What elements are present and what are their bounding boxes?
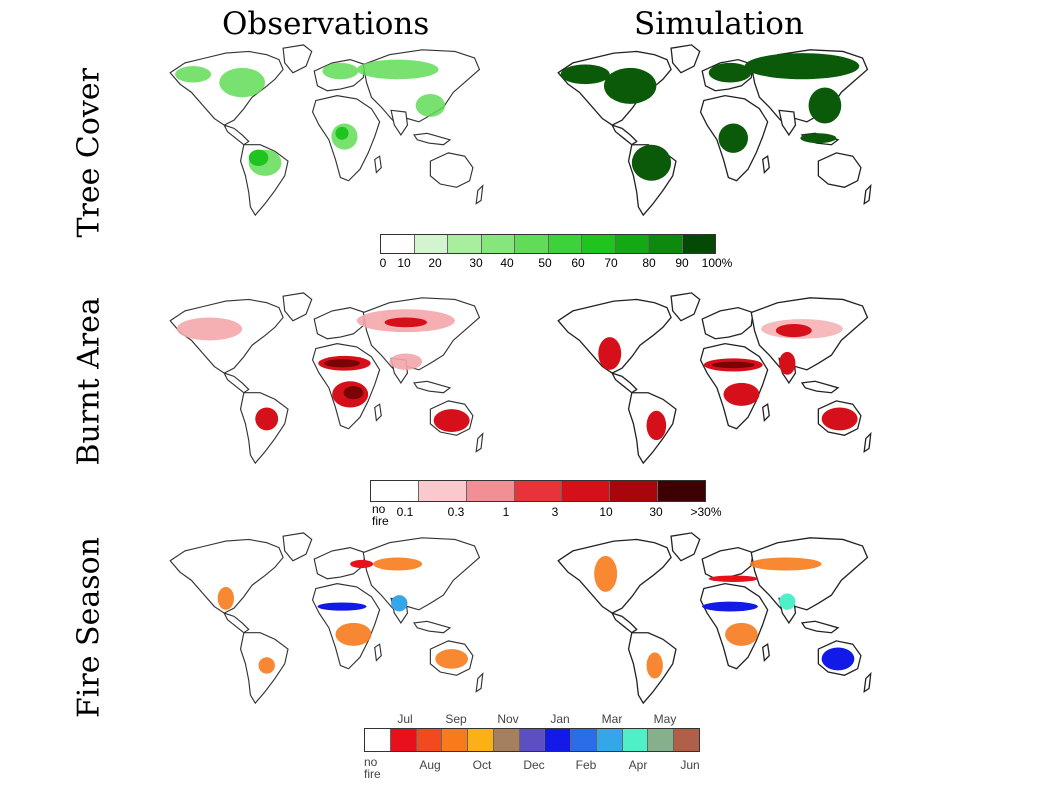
row-title-tree-cover: Tree Cover (71, 68, 107, 238)
tree-swatch (381, 235, 414, 253)
tree-tick: 100% (701, 256, 733, 270)
season-swatch (544, 729, 571, 751)
tree-swatch (648, 235, 682, 253)
tree-swatch (480, 235, 514, 253)
tree-tick: 20 (428, 256, 442, 270)
season-tick-bottom: Apr (628, 758, 648, 772)
burn-tick: 1 (502, 505, 510, 519)
season-tick-top: Nov (497, 712, 519, 726)
burn-tick: 10 (599, 505, 613, 519)
burnt-area-colorbar (370, 480, 706, 502)
tree-tick: 90 (675, 256, 689, 270)
burn-tick: 0.1 (396, 505, 414, 519)
row-title-burnt-area: Burnt Area (71, 297, 107, 466)
season-tick-bottom: Oct (472, 758, 492, 772)
row-title-fire-season: Fire Season (71, 537, 107, 719)
season-swatch (441, 729, 468, 751)
tree-tick: 60 (571, 256, 585, 270)
burn-swatch (465, 481, 514, 501)
season-swatch (570, 729, 596, 751)
season-swatch (595, 729, 622, 751)
season-swatch (673, 729, 699, 751)
column-title-simulation: Simulation (634, 6, 804, 42)
burn-tick: 0.3 (447, 505, 465, 519)
season-tick-bottom: Dec (523, 758, 545, 772)
burn-swatch (371, 481, 418, 501)
tree-swatch (614, 235, 648, 253)
burn-swatch (561, 481, 610, 501)
season-tick-top: Mar (601, 712, 623, 726)
burn-tick: >30% (690, 505, 722, 519)
burn-tick: 30 (649, 505, 663, 519)
column-title-observations: Observations (222, 6, 430, 42)
season-tick-bottom: Jun (680, 758, 700, 772)
tree-tick: 0 (379, 256, 387, 270)
season-tick-top: May (653, 712, 677, 726)
season-swatch (415, 729, 442, 751)
tree-tick: 10 (397, 256, 411, 270)
season-swatch (467, 729, 493, 751)
tree-tick: 40 (500, 256, 514, 270)
fire-season-simulation-map (557, 532, 872, 704)
season-tick-no-fire: no fire (364, 755, 381, 781)
burn-tick: 3 (551, 505, 559, 519)
tree-swatch (413, 235, 447, 253)
tree-tick: 70 (604, 256, 618, 270)
fire-season-colorbar (364, 728, 700, 752)
season-swatch (492, 729, 519, 751)
tree-tick: 50 (538, 256, 552, 270)
tree-swatch (547, 235, 581, 253)
season-swatch (621, 729, 648, 751)
season-swatch (389, 729, 416, 751)
tree-cover-simulation-map (557, 44, 872, 216)
burnt-area-simulation-map (557, 292, 872, 464)
burn-swatch (657, 481, 706, 501)
season-tick-top: Sep (445, 712, 467, 726)
season-tick-top: Jul (397, 712, 413, 726)
tree-swatch (514, 235, 548, 253)
season-tick-bottom: Aug (419, 758, 441, 772)
burn-swatch (513, 481, 562, 501)
season-swatch (518, 729, 545, 751)
tree-swatch (447, 235, 481, 253)
burn-swatch (609, 481, 658, 501)
tree-swatch (681, 235, 715, 253)
tree-cover-colorbar (380, 234, 716, 254)
season-tick-top: Jan (550, 712, 570, 726)
burnt-area-observations-map (169, 292, 484, 464)
tree-cover-observations-map (169, 44, 484, 216)
season-tick-bottom: Feb (575, 758, 597, 772)
burn-swatch (417, 481, 466, 501)
season-swatch (647, 729, 674, 751)
tree-tick: 30 (469, 256, 483, 270)
burn-tick-no-fire: no fire (372, 502, 389, 528)
season-swatch (365, 729, 390, 751)
fire-season-observations-map (169, 532, 484, 704)
tree-tick: 80 (642, 256, 656, 270)
tree-swatch (581, 235, 615, 253)
